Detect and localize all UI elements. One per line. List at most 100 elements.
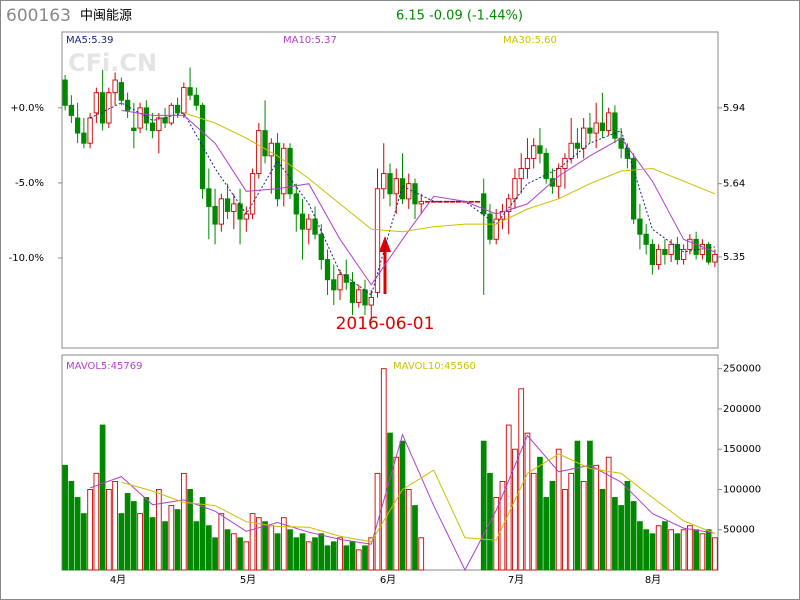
candle-body <box>518 168 524 180</box>
candle-body <box>674 243 681 260</box>
volume-bar <box>330 541 337 571</box>
candle-body <box>418 200 424 205</box>
volume-bar <box>587 440 593 571</box>
candle-body <box>268 142 274 157</box>
volume-bar <box>387 432 393 571</box>
candle-body <box>512 178 518 200</box>
candle-body <box>68 104 75 116</box>
ma-line <box>183 112 716 233</box>
candle-body <box>106 92 112 124</box>
candle-body <box>699 243 706 255</box>
volume-bar <box>605 456 612 571</box>
volume-bar <box>224 529 231 571</box>
volume-bar <box>112 480 118 571</box>
candle-body <box>231 203 237 212</box>
candle-body <box>637 218 643 235</box>
volume-bar <box>393 456 400 571</box>
volume-bar <box>74 497 81 571</box>
candle-body <box>81 132 87 144</box>
volume-bar <box>512 448 518 571</box>
candle-body <box>593 122 599 134</box>
legend-label: MA10:5.37 <box>283 35 337 46</box>
legend-label: MAVOL10:45560 <box>393 361 476 372</box>
legend-label: MAVOL5:45769 <box>66 361 142 372</box>
volume-bar <box>568 472 575 571</box>
candle-body <box>406 183 412 200</box>
candle-body <box>368 296 374 306</box>
volume-bar <box>87 489 93 571</box>
volume-bar <box>299 533 306 571</box>
volume-bar <box>349 541 356 571</box>
candle-body <box>337 274 343 291</box>
candle-body <box>606 112 612 132</box>
candle-body <box>624 147 631 159</box>
candle-body <box>493 218 499 240</box>
candle-body <box>543 152 549 180</box>
stock-code: 600163 <box>6 6 71 26</box>
candle-body <box>93 92 100 114</box>
volume-bar <box>480 440 487 571</box>
volume-bar <box>562 489 568 571</box>
volume-bar <box>337 537 343 571</box>
ma-line <box>121 109 716 286</box>
volume-bar <box>99 424 106 571</box>
candle-body <box>112 79 118 94</box>
candle-body <box>587 127 593 134</box>
volume-bar <box>637 521 643 571</box>
volume-bar <box>380 368 387 571</box>
volume-bar <box>193 521 200 571</box>
annotation: 2016-06-01 <box>336 314 435 334</box>
volume-bar <box>237 537 243 571</box>
candle-body <box>74 117 81 134</box>
volume-bar <box>62 464 68 571</box>
volume-bar <box>312 537 318 571</box>
volume-bar <box>137 513 143 571</box>
candle-body <box>149 122 156 132</box>
volume-bar <box>618 505 625 571</box>
y-tick-label: 50000 <box>723 525 755 536</box>
volume-bar <box>93 472 100 571</box>
volume-bar <box>412 505 418 571</box>
volume-bar <box>418 537 425 571</box>
legend-label: MA5:5.39 <box>66 35 113 46</box>
volume-bar <box>212 537 218 571</box>
candle-body <box>655 248 662 266</box>
volume-bar <box>249 513 256 571</box>
volume-bar <box>493 497 500 571</box>
candle-body <box>668 243 674 255</box>
volume-bar <box>580 480 587 571</box>
volume-bar <box>662 521 668 571</box>
volume-bar <box>355 549 362 571</box>
y-tick-label: 5.64 <box>723 179 745 190</box>
candle-body <box>174 104 181 114</box>
volume-bar <box>305 541 312 571</box>
volume-bar <box>624 480 631 571</box>
candle-body <box>118 82 125 101</box>
y2-tick-label: -10.0% <box>9 253 44 264</box>
volume-bar <box>362 545 368 571</box>
volume-bar <box>218 513 225 571</box>
candle-body <box>581 127 587 149</box>
candle-body <box>474 200 481 203</box>
volume-bar <box>293 537 300 571</box>
volume-bar <box>280 517 287 571</box>
candle-body <box>662 248 668 255</box>
candle-body <box>306 218 312 230</box>
candle-body <box>712 254 718 263</box>
candle-body <box>393 178 399 195</box>
y-tick-label: 5.94 <box>723 103 745 114</box>
y2-tick-label: -5.0% <box>15 178 44 189</box>
volume-bar <box>655 525 662 571</box>
candle-body <box>331 279 337 291</box>
candle-body <box>224 198 231 212</box>
volume-bar <box>287 529 293 571</box>
volume-bar <box>199 497 206 571</box>
candle-body <box>387 173 393 195</box>
volume-bar <box>630 501 637 571</box>
y-tick-label: 200000 <box>723 404 761 415</box>
candle-body <box>537 145 543 154</box>
volume-bar <box>680 529 687 571</box>
watermark: CFi.CN <box>68 49 157 77</box>
volume-bar <box>668 529 674 571</box>
ma-line <box>89 102 715 296</box>
